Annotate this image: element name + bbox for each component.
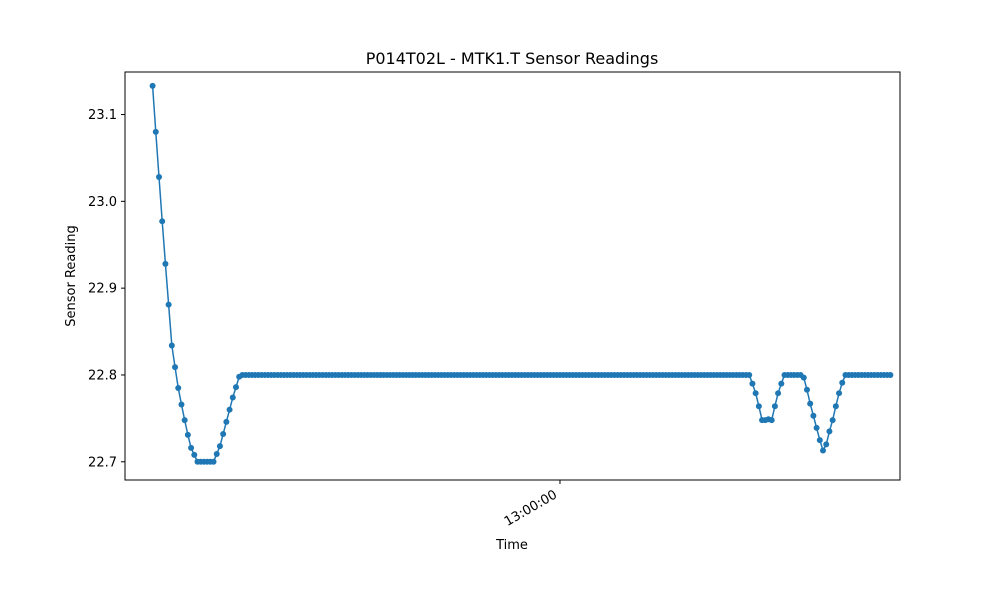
data-point	[823, 441, 830, 448]
data-point	[755, 403, 762, 410]
data-point	[803, 386, 810, 393]
data-point	[149, 82, 156, 89]
data-point	[232, 384, 239, 391]
y-tick-label: 23.0	[88, 195, 117, 210]
data-point	[829, 417, 836, 424]
data-point	[229, 394, 236, 401]
y-axis-label: Sensor Reading	[64, 225, 79, 326]
y-tick-label: 22.8	[88, 368, 117, 383]
data-point	[752, 390, 759, 397]
data-point	[836, 390, 843, 397]
plot-area	[149, 82, 894, 465]
data-point	[816, 437, 823, 444]
data-point	[152, 128, 159, 135]
data-point	[839, 379, 846, 386]
data-point	[172, 364, 179, 371]
data-point	[832, 403, 839, 410]
data-point	[800, 374, 807, 381]
data-point	[168, 342, 175, 349]
data-point	[826, 428, 833, 435]
data-point	[213, 450, 220, 457]
data-point	[813, 424, 820, 431]
data-point	[178, 401, 185, 408]
data-point	[220, 430, 227, 437]
data-point	[210, 458, 217, 465]
data-point	[162, 260, 169, 267]
data-point	[159, 218, 166, 225]
data-point	[216, 443, 223, 450]
data-point	[223, 418, 230, 425]
data-point	[156, 174, 162, 181]
data-point	[175, 384, 182, 391]
y-tick-label: 22.9	[88, 282, 117, 297]
data-point	[810, 412, 817, 419]
y-tick-label: 23.1	[88, 108, 117, 123]
data-point	[191, 451, 198, 458]
data-point	[746, 371, 753, 378]
data-point	[188, 444, 195, 451]
data-point	[226, 406, 233, 413]
data-point	[771, 403, 778, 410]
data-point	[165, 301, 172, 308]
data-point	[749, 380, 756, 387]
data-point	[768, 417, 775, 424]
data-point	[807, 400, 814, 407]
data-point	[181, 417, 188, 424]
y-tick-label: 22.7	[88, 455, 117, 470]
data-point	[775, 390, 782, 397]
data-point	[184, 431, 191, 438]
data-point	[887, 371, 894, 378]
plot-frame	[124, 71, 901, 481]
chart-title: P014T02L - MTK1.T Sensor Readings	[366, 49, 659, 68]
x-axis-label: Time	[495, 538, 528, 553]
data-point	[778, 380, 785, 387]
data-point	[820, 447, 827, 454]
